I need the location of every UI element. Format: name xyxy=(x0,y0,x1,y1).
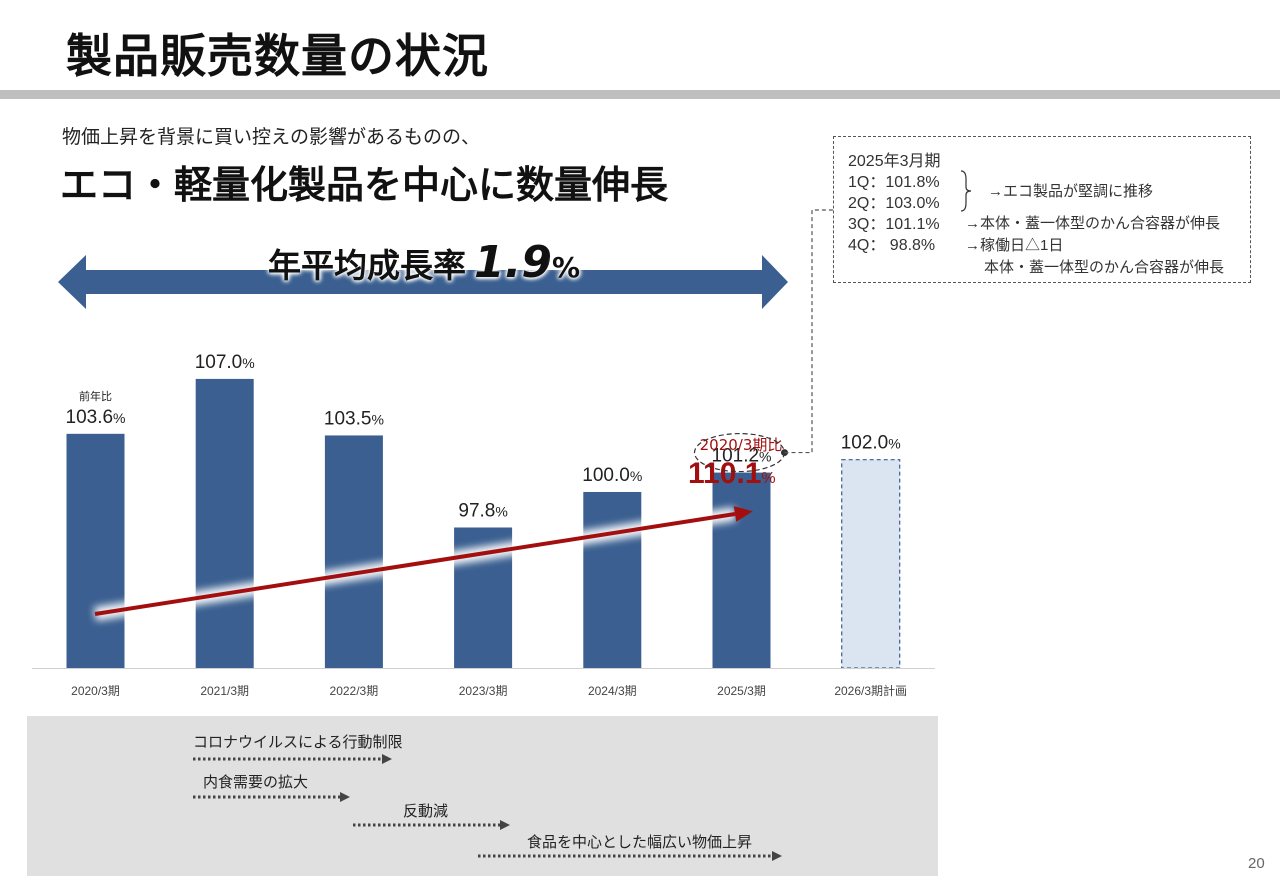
timeline-label-4: 食品を中心とした幅広い物価上昇 xyxy=(527,833,753,851)
cagr-label: 年平均成長率 1.9% xyxy=(74,241,774,288)
bar-value-label: 100.0% xyxy=(582,465,642,486)
note-comment-q3: →本体・蓋一体型のかん合容器が伸長 xyxy=(965,215,1221,232)
note-quarter-1: 1Q：101.8% xyxy=(848,174,940,191)
note-period: 2025年3月期 xyxy=(848,153,941,170)
bar-value-label: 102.0% xyxy=(841,433,901,454)
bar xyxy=(195,378,254,668)
trend-annotation-value: 110.1% xyxy=(688,457,776,490)
title-divider xyxy=(0,90,1280,99)
x-tick-label: 2024/3期 xyxy=(588,684,637,698)
cagr-banner: 年平均成長率 1.9% xyxy=(58,241,790,322)
subtitle-headline: エコ・軽量化製品を中心に数量伸長 xyxy=(60,163,669,207)
x-tick-label: 2021/3期 xyxy=(200,684,249,698)
bar-value-label: 97.8% xyxy=(458,500,507,521)
brace-icon xyxy=(960,170,972,212)
note-quarter-3: 3Q：101.1% xyxy=(848,216,940,233)
bar-value-label: 101.2% xyxy=(712,446,772,467)
bar-value-label: 103.6% xyxy=(66,407,126,428)
x-tick-label: 2025/3期 xyxy=(717,684,766,698)
connector-line xyxy=(784,209,833,454)
quarterly-note-box: 2025年3月期 1Q：101.8% 2Q：103.0% 3Q：101.1% 4… xyxy=(833,136,1251,283)
x-tick-label: 2026/3期計画 xyxy=(834,683,907,698)
x-tick-label: 2020/3期 xyxy=(71,684,120,698)
cagr-caption: 年平均成長率 xyxy=(267,246,466,285)
note-comment-q4-line1: →稼働日△1日 xyxy=(965,237,1064,254)
first-bar-caption: 前年比 xyxy=(79,389,112,403)
timeline-label-3: 反動減 xyxy=(403,802,449,820)
cagr-unit: % xyxy=(551,251,580,284)
x-tick-label: 2023/3期 xyxy=(459,684,508,698)
note-quarter-4: 4Q： 98.8% xyxy=(848,237,936,254)
bar-value-label: 107.0% xyxy=(195,352,255,373)
bar xyxy=(324,435,383,668)
trend-arrow-head xyxy=(733,506,753,522)
context-timeline-panel xyxy=(27,716,938,876)
trend-annotation-label: 2020/3期比 xyxy=(700,436,783,454)
page-number: 20 xyxy=(1248,855,1265,872)
page-title: 製品販売数量の状況 xyxy=(66,29,489,83)
bar-plan xyxy=(841,459,901,669)
cagr-value: 1.9 xyxy=(473,237,552,288)
timeline-label-2: 内食需要の拡大 xyxy=(203,773,309,791)
bar-value-label: 103.5% xyxy=(324,408,384,429)
subtitle-small: 物価上昇を背景に買い控えの影響があるものの、 xyxy=(62,126,481,148)
bar xyxy=(712,472,771,668)
note-quarter-2: 2Q：103.0% xyxy=(848,195,940,212)
bar xyxy=(66,433,125,668)
timeline-label-1: コロナウイルスによる行動制限 xyxy=(193,733,403,751)
note-comment-q4-line2: 本体・蓋一体型のかん合容器が伸長 xyxy=(984,259,1225,276)
note-comment-q1q2: →エコ製品が堅調に推移 xyxy=(988,183,1154,200)
x-tick-label: 2022/3期 xyxy=(330,684,379,698)
double-arrow-icon xyxy=(58,255,788,309)
trend-arrow-line xyxy=(94,512,736,616)
bar xyxy=(583,491,642,668)
